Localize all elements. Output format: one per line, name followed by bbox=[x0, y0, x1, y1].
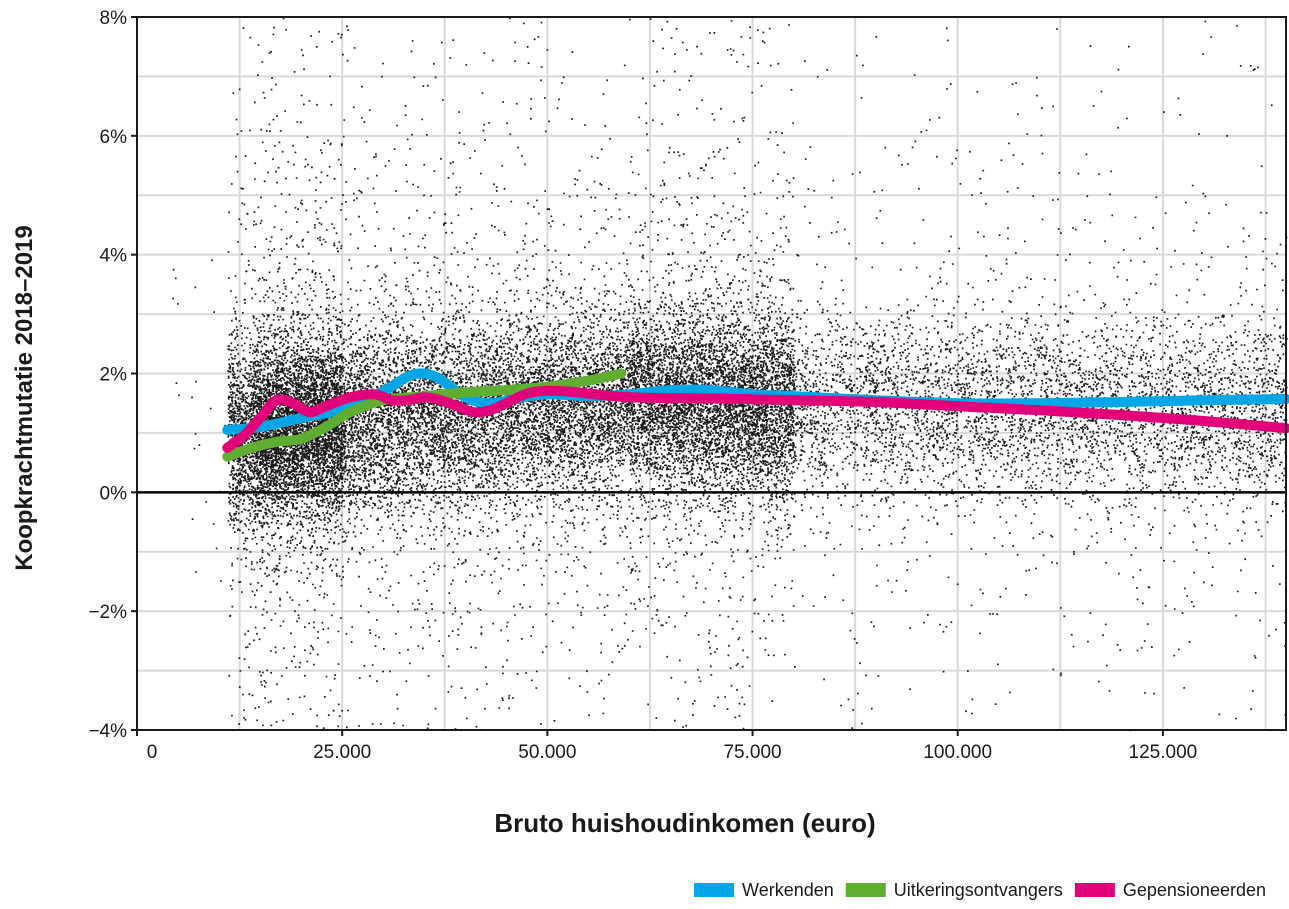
legend-label: Werkenden bbox=[742, 880, 834, 900]
x-tick-label: 125.000 bbox=[1129, 742, 1198, 763]
y-tick-label: −4% bbox=[88, 721, 127, 742]
x-tick-label: 25.000 bbox=[313, 742, 371, 763]
x-tick-label: 100.000 bbox=[923, 742, 992, 763]
y-tick-label: 2% bbox=[100, 365, 128, 386]
legend-item-gepensioneerden: Gepensioneerden bbox=[1074, 880, 1266, 900]
y-axis-ticks: 8% 6% 4% 2% 0% −2% −4% bbox=[88, 8, 137, 742]
x-tick-label: 0 bbox=[147, 742, 158, 763]
y-tick-label: 8% bbox=[100, 8, 128, 29]
y-tick-label: 4% bbox=[100, 246, 128, 267]
x-axis-ticks: 0 25.000 50.000 75.000 100.000 125.000 bbox=[136, 730, 1198, 763]
legend-swatch bbox=[1074, 883, 1115, 897]
y-tick-label: 6% bbox=[100, 127, 128, 148]
y-tick-label: −2% bbox=[88, 602, 127, 623]
legend-item-uitkeringsontvangers: Uitkeringsontvangers bbox=[845, 880, 1063, 900]
legend-item-werkenden: Werkenden bbox=[694, 880, 834, 900]
trend-lines bbox=[222, 368, 1289, 462]
series-line-gepensioneerden bbox=[222, 385, 1289, 453]
legend-swatch bbox=[845, 883, 886, 897]
legend-label: Uitkeringsontvangers bbox=[894, 880, 1063, 900]
scatter-points bbox=[172, 17, 1288, 732]
scatter-dots bbox=[172, 17, 1288, 732]
legend-label: Gepensioneerden bbox=[1123, 880, 1266, 900]
legend: Werkenden Uitkeringsontvangers Gepensionee… bbox=[694, 880, 1266, 900]
legend-swatch bbox=[694, 883, 735, 897]
x-axis-title: Bruto huishoudinkomen (euro) bbox=[494, 808, 875, 838]
y-axis-title: Koopkrachtmutatie 2018–2019 bbox=[11, 225, 38, 571]
x-tick-label: 50.000 bbox=[518, 742, 576, 763]
y-tick-label: 0% bbox=[100, 483, 128, 504]
x-tick-label: 75.000 bbox=[723, 742, 781, 763]
grid-lines bbox=[137, 17, 1286, 730]
